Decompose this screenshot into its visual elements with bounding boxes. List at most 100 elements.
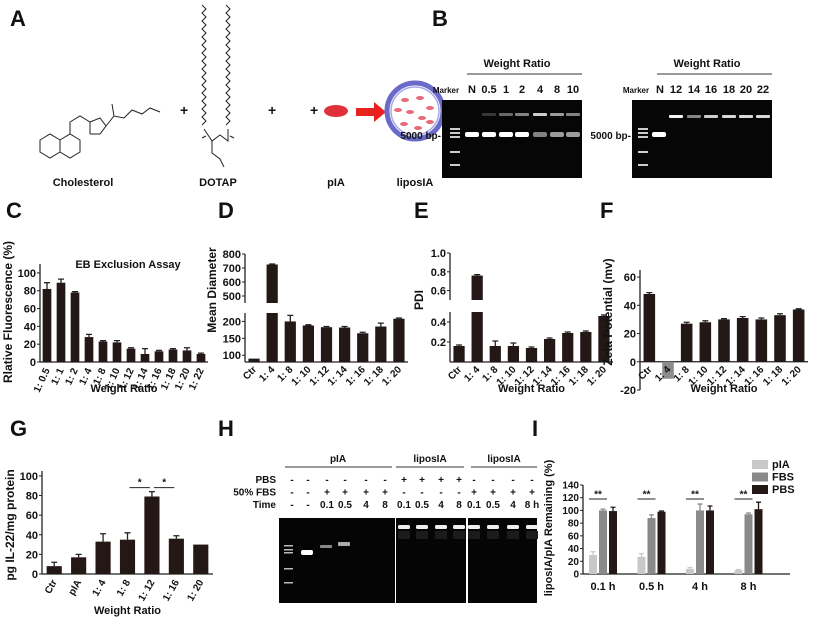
bar bbox=[792, 309, 805, 362]
row-value: 4 bbox=[438, 500, 444, 511]
error-bar bbox=[756, 501, 761, 510]
bar bbox=[320, 327, 333, 362]
marker-band bbox=[284, 552, 293, 554]
y-tick-label: 0.2 bbox=[431, 337, 446, 349]
error-bar bbox=[114, 339, 120, 343]
complex-band bbox=[533, 113, 547, 116]
significance-marker: * bbox=[138, 478, 142, 489]
y-tick-label: 60 bbox=[26, 510, 38, 522]
row-value: - bbox=[511, 475, 514, 486]
error-bar bbox=[305, 324, 312, 326]
error-bar bbox=[44, 282, 50, 289]
row-value: 0.5 bbox=[415, 500, 429, 511]
smear bbox=[487, 531, 499, 539]
smear bbox=[398, 531, 410, 539]
row-label: PBS bbox=[255, 475, 276, 486]
error-bar bbox=[564, 331, 571, 333]
y-tick-label: 0 bbox=[32, 569, 38, 581]
x-tick-label: 1: 12 bbox=[137, 578, 158, 604]
pia-cargo bbox=[406, 110, 414, 114]
dna-band bbox=[550, 132, 564, 137]
x-tick-label: 1: 10 bbox=[290, 364, 314, 388]
row-value: - bbox=[420, 488, 423, 499]
row-value: - bbox=[343, 475, 346, 486]
bar-pia bbox=[589, 554, 597, 574]
y-axis-label: Zeta Potential (mv) bbox=[601, 258, 615, 365]
panel-a-schematic bbox=[39, 4, 235, 168]
bar bbox=[453, 346, 465, 362]
bar bbox=[56, 282, 66, 362]
error-bar bbox=[739, 315, 746, 318]
error-bar bbox=[58, 278, 64, 283]
y-tick-label: 700 bbox=[223, 263, 241, 275]
row-value: + bbox=[529, 488, 535, 499]
y-tick-label: 80 bbox=[26, 491, 38, 503]
pia-cargo bbox=[401, 98, 409, 102]
x-tick-label: 1: 4 bbox=[462, 364, 482, 384]
bar bbox=[393, 318, 405, 362]
bar bbox=[543, 339, 556, 362]
row-value: + bbox=[401, 475, 407, 486]
bar bbox=[507, 346, 520, 362]
pia-cargo bbox=[400, 122, 408, 126]
y-tick-label: 0.4 bbox=[431, 317, 447, 329]
y-tick-label: 150 bbox=[223, 333, 241, 345]
plus-sign: + bbox=[268, 102, 276, 118]
error-bar bbox=[323, 325, 330, 328]
group-label: pIA bbox=[330, 454, 346, 465]
label-cholesterol: Cholesterol bbox=[53, 177, 114, 189]
y-tick-label: 0.8 bbox=[431, 267, 446, 279]
plus-sign: + bbox=[310, 102, 318, 118]
bar-pbs bbox=[754, 509, 763, 574]
complex-band bbox=[566, 113, 580, 116]
bar bbox=[718, 319, 730, 362]
x-tick-label: Ctr bbox=[446, 364, 464, 382]
dna-band bbox=[566, 132, 580, 137]
bar-fbs bbox=[647, 518, 656, 574]
y-axis-label: Mean Diameter bbox=[205, 247, 219, 333]
complex-band bbox=[756, 115, 770, 118]
error-bar bbox=[528, 346, 535, 348]
bar bbox=[471, 312, 483, 362]
complex-band bbox=[526, 525, 538, 529]
bar bbox=[375, 326, 387, 362]
x-tick-label: 1: 8 bbox=[115, 578, 133, 599]
bar bbox=[643, 294, 656, 362]
row-value: - bbox=[530, 475, 533, 486]
y-tick-label: 100 bbox=[223, 350, 241, 362]
bar bbox=[755, 319, 768, 362]
error-bar bbox=[474, 273, 481, 276]
x-tick-label: 1: 16 bbox=[161, 578, 182, 604]
x-tick-label: 1: 2 bbox=[63, 366, 80, 387]
marker-band bbox=[638, 164, 648, 166]
lane-label: Marker bbox=[623, 86, 649, 95]
error-bar bbox=[456, 344, 463, 346]
dna-band bbox=[482, 132, 496, 137]
bar bbox=[84, 337, 94, 362]
marker-band bbox=[638, 128, 648, 130]
x-tick-label: 1: 4 bbox=[91, 578, 109, 599]
x-tick-label: 1: 20 bbox=[380, 364, 404, 388]
error-bar bbox=[649, 514, 654, 519]
y-tick-label: 500 bbox=[223, 291, 241, 303]
error-bar bbox=[75, 553, 82, 558]
error-bar bbox=[395, 317, 402, 319]
bar bbox=[70, 292, 80, 362]
error-bar bbox=[646, 291, 653, 294]
x-tick-label: 1: 16 bbox=[344, 364, 368, 388]
y-axis-label: Rlative Fluorescence (%) bbox=[1, 241, 15, 383]
error-bar bbox=[702, 320, 709, 323]
row-value: + bbox=[490, 488, 496, 499]
marker-band bbox=[450, 136, 460, 138]
y-tick-label: 20 bbox=[568, 557, 580, 568]
error-bar bbox=[697, 503, 703, 511]
dna-band bbox=[499, 132, 513, 137]
panel-letter-i: I bbox=[532, 416, 538, 441]
smear bbox=[526, 531, 538, 539]
row-value: - bbox=[439, 488, 442, 499]
x-tick-label: Ctr bbox=[43, 578, 60, 596]
marker-label: 5000 bp- bbox=[590, 131, 631, 142]
marker-band bbox=[450, 128, 460, 130]
significance-marker: ** bbox=[643, 490, 651, 501]
